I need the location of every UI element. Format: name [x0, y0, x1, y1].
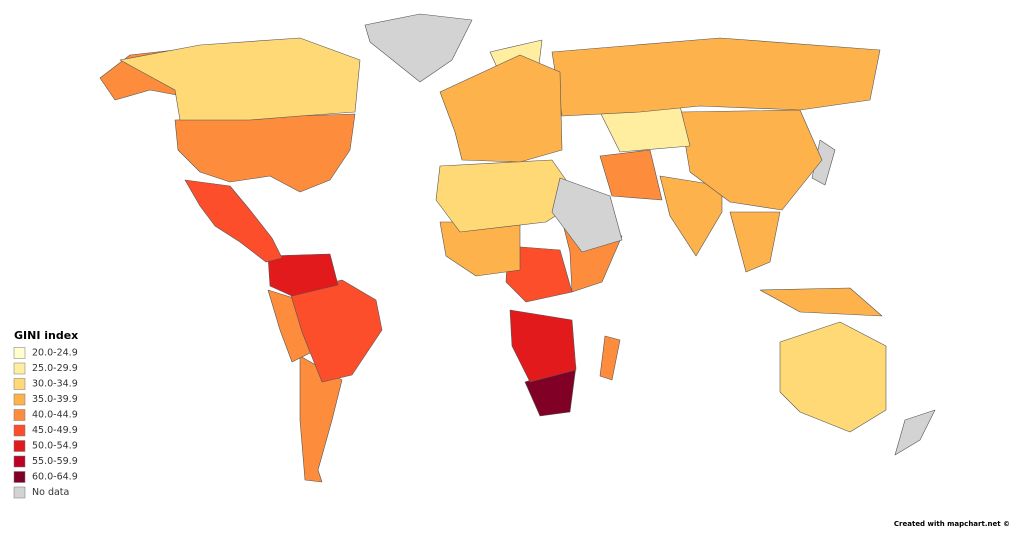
legend-swatch [13, 424, 26, 437]
legend-title: GINI index [14, 329, 78, 342]
country [551, 37, 881, 117]
country [439, 54, 563, 163]
country [267, 253, 339, 297]
country [505, 245, 573, 303]
legend-swatch [13, 362, 26, 375]
country [119, 37, 361, 121]
legend-label: 40.0-44.9 [32, 410, 78, 421]
legend-swatch [13, 347, 26, 359]
credit: Created with mapchart.net © [894, 520, 1010, 528]
country [289, 279, 383, 383]
country [599, 149, 663, 201]
legend-label: 45.0-49.9 [32, 425, 78, 436]
country [759, 287, 883, 317]
legend-swatch [13, 378, 26, 390]
country [299, 355, 343, 483]
country [599, 335, 621, 381]
country [435, 159, 581, 233]
legend-swatch [13, 409, 26, 421]
legend-swatch [13, 471, 26, 483]
legend-swatch [13, 393, 26, 406]
legend-swatch [13, 455, 26, 468]
legend-label: 55.0-59.9 [32, 456, 78, 467]
legend-label: 60.0-64.9 [32, 472, 78, 483]
legend-swatch [13, 440, 26, 452]
legend-label: 50.0-54.9 [32, 441, 78, 452]
country [174, 113, 356, 193]
legend-label: 25.0-29.9 [32, 363, 78, 374]
country [184, 179, 283, 263]
country [729, 211, 781, 273]
country [779, 321, 887, 433]
legend-label: 30.0-34.9 [32, 379, 78, 390]
legend-label: 35.0-39.9 [32, 394, 78, 405]
legend-label: No data [32, 487, 69, 498]
country [364, 13, 473, 83]
legend-label: 20.0-24.9 [32, 348, 78, 359]
country [439, 221, 521, 277]
country [551, 177, 623, 253]
country [894, 409, 936, 456]
country [509, 309, 577, 383]
legend-swatch [13, 486, 26, 499]
